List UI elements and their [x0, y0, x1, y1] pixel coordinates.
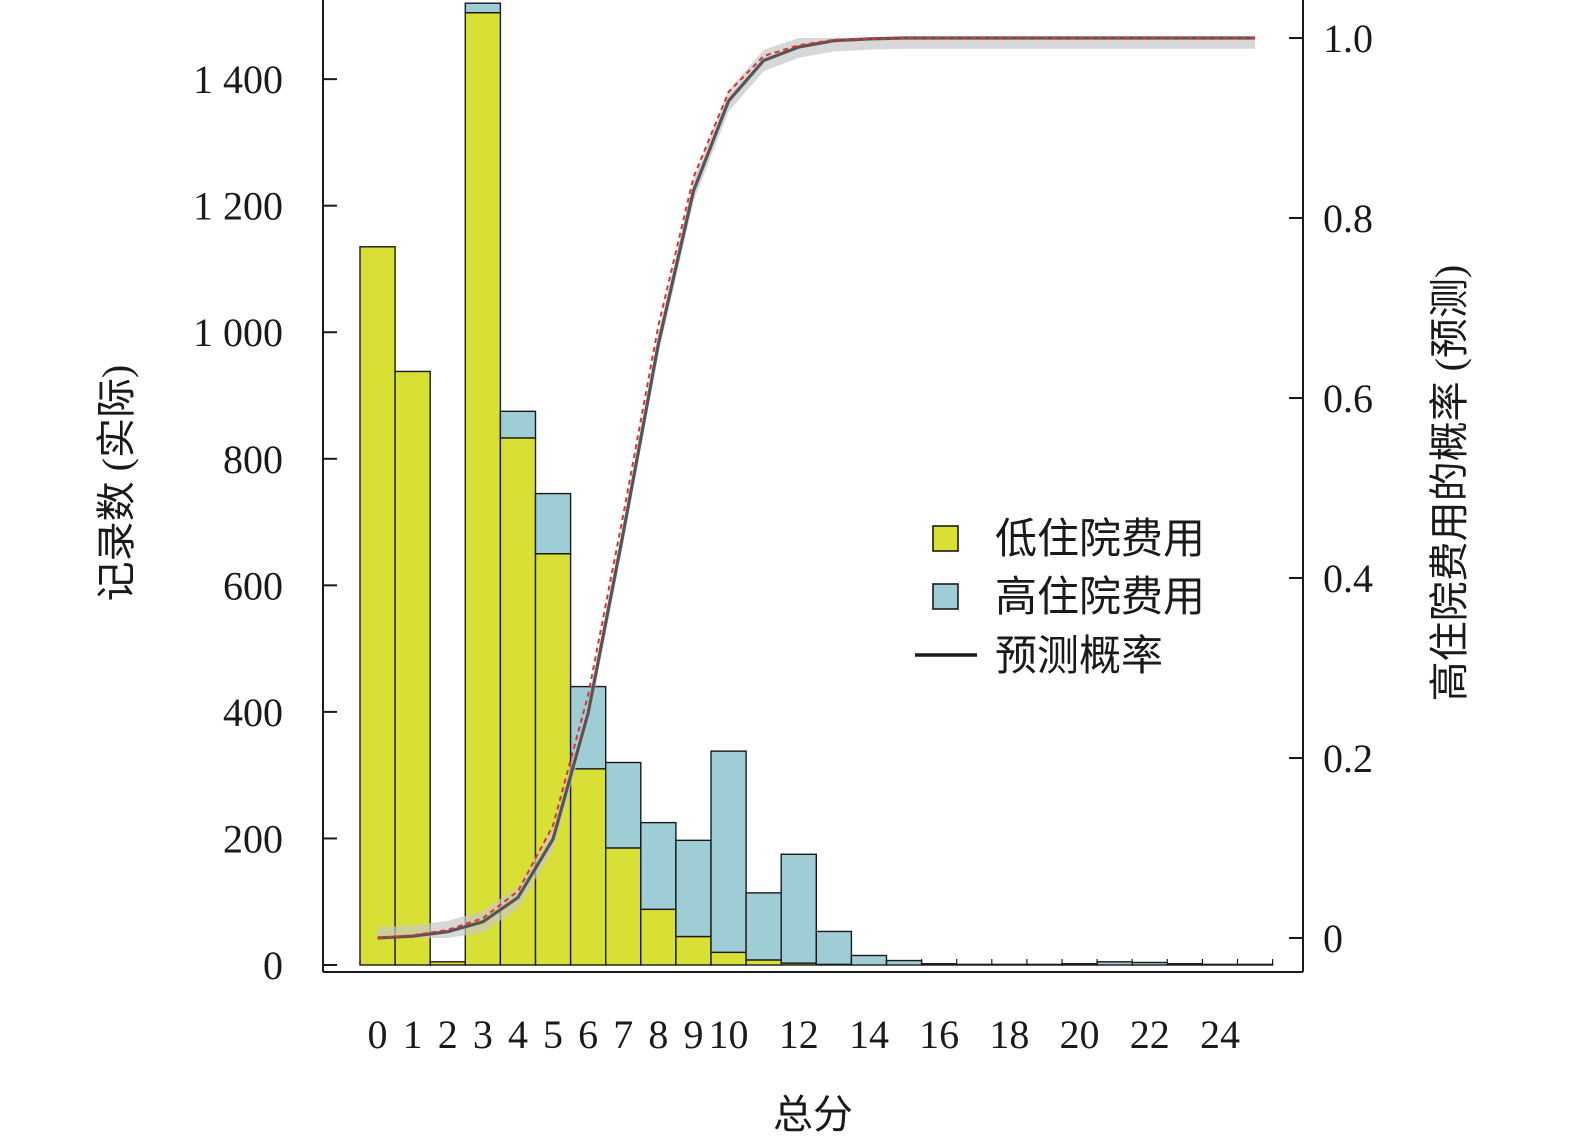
bar-low-1 — [394, 370, 431, 966]
bar-low-7 — [605, 847, 642, 966]
bar-high-21 — [1096, 961, 1133, 966]
bar-high-16 — [920, 963, 958, 966]
bar-high-4 — [499, 410, 537, 439]
bar-high-25 — [1236, 963, 1274, 966]
x-tick-label: 6 — [578, 1012, 598, 1057]
bar-high-19 — [1026, 963, 1063, 966]
bar-high-18 — [991, 963, 1028, 966]
bar-high-7 — [605, 761, 642, 849]
x-tick-label: 20 — [1060, 1012, 1100, 1057]
bar-low-6 — [569, 768, 607, 966]
y-tick-label: 0 — [263, 943, 283, 988]
y2-tick-label: 1.0 — [1323, 16, 1373, 61]
x-tick-label: 9 — [683, 1012, 703, 1057]
bar-high-20 — [1061, 963, 1098, 966]
bar-high-13 — [815, 930, 853, 966]
x-tick-label: 16 — [919, 1012, 959, 1057]
x-tick-label: 4 — [508, 1012, 528, 1057]
x-tick-label: 2 — [438, 1012, 458, 1057]
x-tick-label: 5 — [543, 1012, 563, 1057]
x-tick-label: 1 — [403, 1012, 423, 1057]
x-tick-label: 0 — [368, 1012, 388, 1057]
y2-tick-label: 0.4 — [1323, 556, 1373, 601]
x-tick-label: 8 — [648, 1012, 668, 1057]
x-axis-title: 总分 — [773, 1092, 853, 1137]
x-tick-label: 18 — [989, 1012, 1029, 1057]
bar-high-9 — [675, 839, 712, 938]
y-tick-label: 1 000 — [193, 310, 283, 355]
y2-tick-label: 0.8 — [1323, 196, 1373, 241]
bar-high-15 — [885, 959, 923, 966]
x-tick-label: 12 — [779, 1012, 819, 1057]
y-axis-title: 记录数 (实际) — [94, 365, 139, 602]
y-tick-label: 600 — [223, 563, 283, 608]
legend-label: 高住院费用 — [995, 574, 1205, 621]
legend-swatch — [932, 525, 959, 552]
y2-tick-label: 0.2 — [1323, 736, 1373, 781]
bar-low-11 — [745, 959, 782, 966]
bar-low-3 — [464, 11, 502, 966]
x-tick-label: 7 — [613, 1012, 633, 1057]
bar-high-17 — [956, 963, 993, 966]
y-tick-label: 1 400 — [193, 57, 283, 102]
bar-high-14 — [850, 954, 888, 966]
y2-tick-label: 0 — [1323, 916, 1343, 961]
bar-low-9 — [675, 935, 712, 966]
bar-low-0 — [359, 246, 396, 966]
y2-axis-title: 高住院费用的概率 (预测) — [1427, 265, 1472, 702]
x-tick-label: 24 — [1200, 1012, 1240, 1057]
y-tick-label: 800 — [223, 437, 283, 482]
y-tick-label: 400 — [223, 690, 283, 735]
legend-label: 预测概率 — [995, 633, 1163, 680]
reference-line — [377, 37, 1256, 939]
bar-low-10 — [710, 951, 747, 966]
bars-group — [359, 2, 1274, 966]
bar-high-12 — [780, 853, 818, 964]
y-tick-label: 1 200 — [193, 184, 283, 229]
bar-high-3 — [464, 2, 502, 14]
bar-high-23 — [1166, 963, 1204, 966]
bar-high-24 — [1201, 963, 1239, 966]
bar-high-5 — [534, 492, 572, 555]
bar-high-22 — [1131, 961, 1168, 966]
bar-high-11 — [745, 892, 782, 961]
bar-low-2 — [429, 961, 467, 966]
x-tick-label: 22 — [1130, 1012, 1170, 1057]
bar-low-5 — [534, 553, 572, 966]
bar-high-10 — [710, 750, 747, 954]
bar-high-8 — [640, 821, 677, 911]
y2-tick-label: 0.6 — [1323, 376, 1373, 421]
y-tick-label: 200 — [223, 816, 283, 861]
x-tick-label: 10 — [709, 1012, 749, 1057]
legend-label: 低住院费用 — [995, 516, 1205, 563]
x-tick-label: 3 — [473, 1012, 493, 1057]
x-tick-label: 14 — [849, 1012, 889, 1057]
lines-group — [377, 36, 1256, 940]
legend-swatch — [932, 583, 959, 610]
bar-low-8 — [640, 908, 677, 966]
